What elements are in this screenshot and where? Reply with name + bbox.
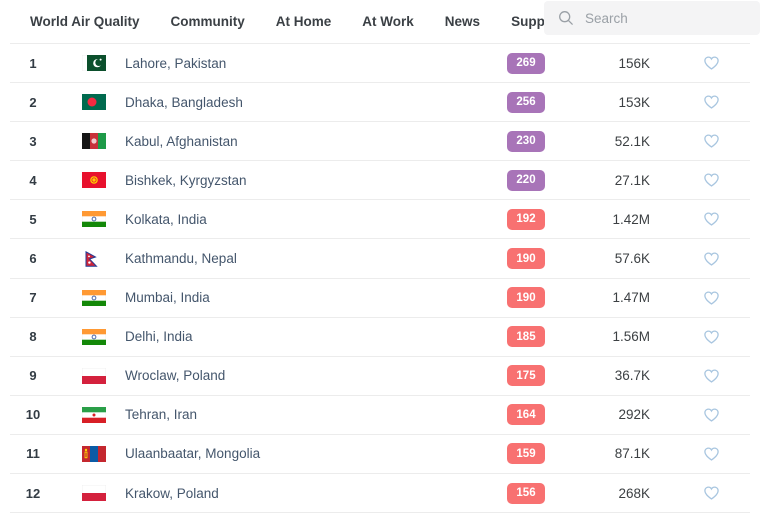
aqi-badge: 230: [507, 130, 545, 152]
heart-icon[interactable]: [703, 211, 720, 228]
aqi-badge: 220: [507, 169, 545, 191]
followers-count: 1.56M: [612, 329, 650, 345]
aqi-badge: 164: [507, 404, 545, 426]
city-link[interactable]: Kabul, Afghanistan: [125, 133, 238, 149]
search-icon: [558, 10, 574, 26]
pakistan-flag-icon: [82, 55, 106, 72]
table-row[interactable]: 8 Delhi, India 185 1.56M: [10, 318, 750, 357]
city-link[interactable]: Ulaanbaatar, Mongolia: [125, 446, 261, 462]
aqi-badge: 192: [507, 208, 545, 230]
india-flag-icon: [82, 289, 106, 306]
kyrgyzstan-flag-icon: [82, 172, 106, 189]
followers-count: 292K: [618, 407, 650, 423]
city-link[interactable]: Mumbai, India: [125, 290, 210, 306]
table-row[interactable]: 7 Mumbai, India 190 1.47M: [10, 279, 750, 318]
followers-count: 27.1K: [614, 172, 650, 188]
heart-icon[interactable]: [703, 133, 720, 150]
heart-icon[interactable]: [703, 250, 720, 267]
city-link[interactable]: Krakow, Poland: [125, 485, 219, 501]
rank: 3: [29, 133, 37, 149]
city-link[interactable]: Lahore, Pakistan: [125, 55, 227, 71]
poland-flag-icon: [82, 485, 106, 502]
table-row[interactable]: 12 Krakow, Poland 156 268K: [10, 474, 750, 514]
india-flag-icon: [82, 211, 106, 228]
followers-count: 87.1K: [614, 446, 650, 462]
poland-flag-icon: [82, 367, 106, 384]
rank: 4: [29, 172, 37, 188]
city-link[interactable]: Delhi, India: [125, 329, 193, 345]
rank: 2: [29, 94, 37, 110]
table-row[interactable]: 4 Bishkek, Kyrgyzstan 220 27.1K: [10, 161, 750, 201]
rank: 5: [29, 211, 37, 227]
nav-item-community[interactable]: Community: [170, 14, 245, 29]
heart-icon[interactable]: [703, 55, 720, 72]
followers-count: 57.6K: [614, 251, 650, 267]
rank: 12: [25, 485, 41, 501]
followers-count: 268K: [618, 485, 650, 501]
heart-icon[interactable]: [703, 367, 720, 384]
nav-item-at-home[interactable]: At Home: [275, 14, 332, 29]
city-link[interactable]: Dhaka, Bangladesh: [125, 94, 243, 110]
city-link[interactable]: Tehran, Iran: [125, 407, 198, 423]
heart-icon[interactable]: [703, 94, 720, 111]
aqi-badge: 159: [507, 443, 545, 465]
search-box[interactable]: [544, 1, 760, 35]
rank: 10: [25, 407, 41, 423]
followers-count: 1.42M: [612, 211, 650, 227]
table-row[interactable]: 6 Kathmandu, Nepal 190 57.6K: [10, 239, 750, 279]
mongolia-flag-icon: [82, 445, 106, 462]
followers-count: 1.47M: [612, 290, 650, 306]
table-row[interactable]: 5 Kolkata, India 192 1.42M: [10, 200, 750, 240]
table-row[interactable]: 10 Tehran, Iran 164 292K: [10, 396, 750, 435]
table-row[interactable]: 2 Dhaka, Bangladesh 256 153K: [10, 83, 750, 123]
aqi-badge: 190: [507, 248, 545, 270]
nav-item-world-air-quality[interactable]: World Air Quality: [30, 14, 140, 29]
table-row[interactable]: 1 Lahore, Pakistan 269 156K: [10, 44, 750, 84]
followers-count: 156K: [618, 55, 650, 71]
table-row[interactable]: 11 Ulaanbaatar, Mongolia 159 87.1K: [10, 435, 750, 475]
followers-count: 36.7K: [614, 368, 650, 384]
aqi-badge: 269: [507, 52, 545, 74]
aqi-badge: 190: [507, 287, 545, 309]
top-nav: World Air Quality Community At Home At W…: [0, 0, 760, 43]
india-flag-icon: [82, 328, 106, 345]
heart-icon[interactable]: [703, 172, 720, 189]
nav-item-at-work[interactable]: At Work: [362, 14, 414, 29]
heart-icon[interactable]: [703, 485, 720, 502]
nav-item-news[interactable]: News: [444, 14, 481, 29]
nepal-flag-icon: [82, 250, 106, 267]
rank: 6: [29, 251, 37, 267]
heart-icon[interactable]: [703, 445, 720, 462]
bangladesh-flag-icon: [82, 94, 106, 111]
rank: 8: [29, 329, 37, 345]
heart-icon[interactable]: [703, 289, 720, 306]
aqi-badge: 185: [507, 326, 545, 348]
table-row[interactable]: 3 Kabul, Afghanistan 230 52.1K: [10, 122, 750, 162]
aqi-badge: 156: [507, 482, 545, 504]
followers-count: 153K: [618, 94, 650, 110]
rank: 9: [29, 368, 37, 384]
rank: 11: [26, 446, 40, 462]
rank: 7: [29, 290, 37, 306]
table-row[interactable]: 9 Wroclaw, Poland 175 36.7K: [10, 357, 750, 396]
heart-icon[interactable]: [703, 328, 720, 345]
city-link[interactable]: Bishkek, Kyrgyzstan: [125, 172, 247, 188]
aqi-badge: 256: [507, 91, 545, 113]
city-ranking-table: 1 Lahore, Pakistan 269 156K 2 Dhaka, Ban…: [10, 43, 750, 514]
followers-count: 52.1K: [614, 133, 650, 149]
search-input[interactable]: [583, 9, 747, 27]
aqi-badge: 175: [507, 365, 545, 387]
city-link[interactable]: Kathmandu, Nepal: [125, 251, 237, 267]
city-link[interactable]: Kolkata, India: [125, 211, 207, 227]
afghanistan-flag-icon: [82, 133, 106, 150]
iran-flag-icon: [82, 406, 106, 423]
city-link[interactable]: Wroclaw, Poland: [125, 368, 226, 384]
heart-icon[interactable]: [703, 406, 720, 423]
rank: 1: [29, 55, 37, 71]
